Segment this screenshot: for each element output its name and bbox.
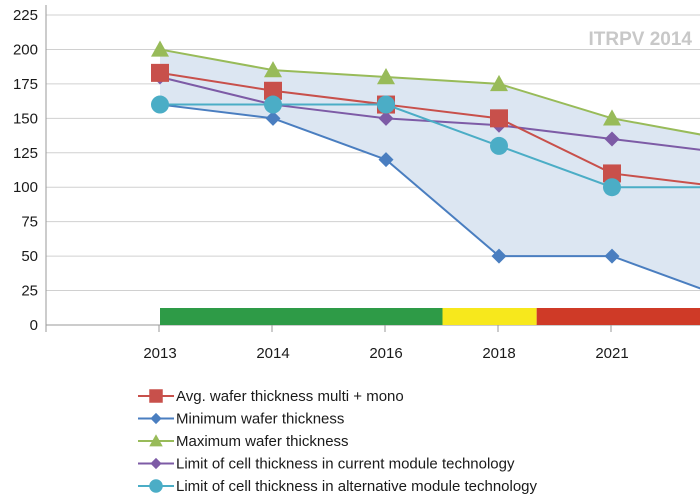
data-point: [491, 248, 507, 264]
data-point: [377, 95, 395, 114]
data-point: [264, 81, 282, 100]
watermark-label: ITRPV 2014: [589, 29, 693, 50]
legend-item: Minimum wafer thickness: [138, 411, 344, 428]
x-tick-label: 2014: [256, 345, 289, 362]
legend-item: Limit of cell thickness in alternative m…: [138, 478, 538, 495]
x-tick-label: 2018: [482, 345, 515, 362]
y-tick-label: 75: [21, 214, 38, 231]
legend-marker: [150, 412, 162, 425]
data-point: [151, 63, 169, 82]
data-point: [490, 74, 508, 92]
timeline-segment: [160, 308, 443, 325]
legend-label: Minimum wafer thickness: [176, 411, 344, 428]
legend-label: Limit of cell thickness in current modul…: [176, 456, 515, 473]
data-point: [604, 131, 620, 147]
series-lines: [151, 40, 700, 290]
legend: Avg. wafer thickness multi + mono Minimum…: [138, 388, 538, 495]
series-line: [159, 103, 700, 290]
legend-marker: [149, 479, 163, 493]
data-point: [151, 40, 169, 57]
data-point: [151, 95, 169, 114]
series-triangle: [151, 40, 700, 136]
y-tick-label: 0: [30, 317, 38, 334]
data-point: [603, 164, 621, 183]
y-tick-label: 150: [13, 110, 38, 127]
legend-label: Avg. wafer thickness multi + mono: [176, 388, 404, 405]
legend-label: Maximum wafer thickness: [176, 433, 349, 450]
y-tick-label: 100: [13, 179, 38, 196]
legend-label: Limit of cell thickness in alternative m…: [176, 478, 538, 495]
data-point: [265, 110, 281, 126]
y-tick-label: 50: [21, 248, 38, 265]
timeline-segment: [536, 308, 700, 325]
x-tick-label: 2021: [595, 345, 628, 362]
gridlines: 0 25 50 75 100 125 150 175 200 225: [13, 7, 700, 334]
legend-item: Avg. wafer thickness multi + mono: [138, 388, 404, 405]
data-point: [603, 178, 621, 197]
series-line: [159, 71, 700, 186]
data-point: [378, 152, 394, 168]
legend-marker: [149, 434, 163, 447]
series-line: [160, 103, 700, 189]
x-tick-label: 2016: [369, 345, 402, 362]
y-tick-label: 125: [13, 145, 38, 162]
y-tick-label: 225: [13, 7, 38, 24]
y-tick-label: 25: [21, 283, 38, 300]
thickness-range-band: [160, 49, 700, 289]
series-line: [159, 76, 700, 151]
legend-item: Maximum wafer thickness: [138, 433, 349, 450]
data-point: [264, 61, 282, 78]
timeline-bar: [160, 308, 700, 325]
y-tick-label: 175: [13, 76, 38, 93]
data-point: [264, 95, 282, 114]
y-tick-label: 200: [13, 41, 38, 58]
data-point: [490, 136, 508, 155]
series-circle: [151, 95, 700, 197]
data-point: [377, 68, 395, 85]
data-point: [378, 110, 394, 126]
data-point: [604, 248, 620, 264]
data-point: [490, 109, 508, 128]
data-point: [603, 109, 621, 126]
legend-marker: [149, 389, 163, 403]
legend-marker: [150, 457, 162, 470]
x-tick-label: 2013: [143, 345, 176, 362]
legend-item: Limit of cell thickness in current modul…: [138, 456, 515, 473]
timeline-segment: [442, 308, 537, 325]
series-line: [159, 48, 700, 136]
